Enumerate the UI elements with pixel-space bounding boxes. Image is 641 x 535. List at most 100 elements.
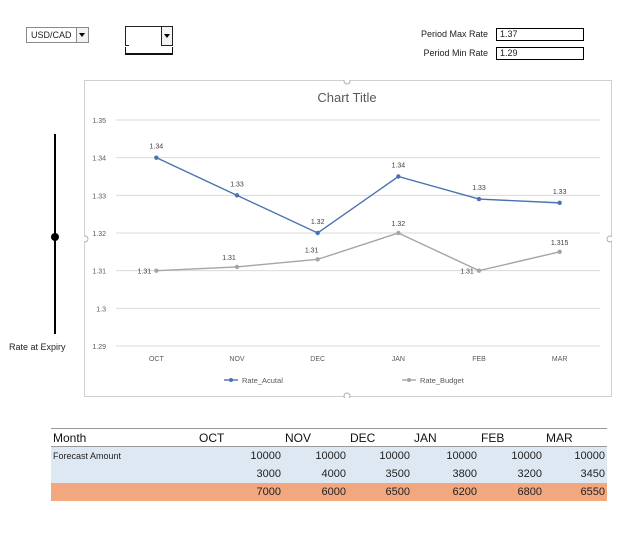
- currency-select-value: USD/CAD: [31, 30, 72, 40]
- forecast-table: Month OCT NOV DEC JAN FEB MAR Forecast A…: [51, 428, 607, 501]
- chart-resize-handle[interactable]: [343, 392, 351, 398]
- data-label: 1.34: [392, 163, 406, 170]
- data-label: 1.31: [138, 269, 152, 276]
- table-cell: 6000: [283, 482, 348, 501]
- table-cell: 6500: [348, 482, 412, 501]
- row-label: [51, 482, 197, 501]
- data-label: 1.33: [553, 189, 567, 196]
- secondary-select[interactable]: [125, 26, 173, 55]
- x-tick-label: FEB: [472, 356, 486, 363]
- chart-resize-handle[interactable]: [343, 80, 351, 85]
- currency-select[interactable]: USD/CAD: [26, 27, 89, 43]
- header-dec: DEC: [348, 428, 412, 447]
- chart-gridlines: [116, 119, 600, 347]
- table-cell: 3200: [479, 464, 544, 483]
- data-point: [234, 264, 240, 270]
- y-tick-label: 1.31: [92, 269, 106, 276]
- data-label: 1.34: [150, 144, 164, 151]
- data-point: [476, 268, 482, 273]
- y-tick-label: 1.3: [96, 306, 106, 313]
- period-max-label: Period Max Rate: [420, 29, 488, 39]
- y-tick-label: 1.34: [92, 156, 106, 163]
- header-oct: OCT: [197, 428, 283, 447]
- y-tick-label: 1.35: [92, 118, 106, 125]
- data-label: 1.33: [230, 181, 244, 188]
- data-point: [396, 230, 401, 236]
- series-line-rate-budget: [156, 232, 560, 272]
- chart-frame[interactable]: [84, 80, 612, 397]
- table-cell: 10000: [283, 446, 348, 465]
- x-tick-label: OCT: [149, 356, 165, 363]
- table-cell: 10000: [479, 446, 544, 465]
- secondary-select-frame: [125, 47, 173, 55]
- secondary-dropdown-button[interactable]: [161, 26, 173, 46]
- table-cell: 6550: [544, 482, 607, 501]
- data-label: 1.31: [222, 255, 236, 262]
- currency-dropdown-button[interactable]: [75, 28, 88, 42]
- data-point: [396, 174, 401, 179]
- x-tick-label: JAN: [392, 356, 405, 363]
- rate-chart: Chart Title 1.351.341.331.321.311.31.29 …: [84, 80, 612, 398]
- header-nov: NOV: [283, 428, 348, 447]
- data-label: 1.32: [392, 221, 406, 228]
- table-row: 7000 6000 6500 6200 6800 6550: [51, 482, 607, 501]
- table-cell: 6800: [479, 482, 544, 501]
- data-point: [557, 200, 562, 206]
- chart-resize-handle[interactable]: [84, 235, 89, 243]
- table-cell: 3450: [544, 464, 607, 483]
- chevron-down-icon: [164, 34, 170, 38]
- row-label: Forecast Amount: [51, 446, 197, 465]
- data-point: [234, 193, 240, 198]
- table-cell: 4000: [283, 464, 348, 483]
- legend-label: Rate_Budget: [420, 376, 465, 385]
- data-label: 1.31: [460, 269, 474, 276]
- chart-selection-handles: [84, 80, 612, 398]
- data-label: 1.32: [311, 219, 325, 226]
- table-cell: 10000: [544, 446, 607, 465]
- y-axis-ticks: 1.35 1.34 1.33 1.32 1.31 1.3 1.29: [92, 118, 106, 351]
- data-point: [154, 155, 159, 160]
- header-mar: MAR: [544, 428, 607, 447]
- data-point: [315, 257, 320, 262]
- table-cell: 10000: [412, 446, 479, 465]
- data-point: [476, 196, 482, 202]
- table-row: Forecast Amount 10000 10000 10000 10000 …: [51, 446, 607, 465]
- period-min-field[interactable]: 1.29: [496, 47, 584, 60]
- data-point: [315, 230, 320, 236]
- chevron-down-icon: [79, 33, 86, 37]
- header-jan: JAN: [412, 428, 479, 447]
- legend-marker: [229, 378, 233, 382]
- x-axis-ticks: OCT NOV DEC JAN FEB MAR: [149, 356, 568, 363]
- data-point: [557, 249, 562, 255]
- table-header-row: Month OCT NOV DEC JAN FEB MAR: [51, 428, 607, 447]
- table-cell: 6200: [412, 482, 479, 501]
- x-tick-label: NOV: [229, 356, 245, 363]
- data-label: 1.31: [305, 247, 319, 254]
- chart-series: 1.34 1.33 1.32 1.34 1.33 1.33 1.31 1.31 1.31 1.32…: [138, 144, 569, 276]
- header-feb: FEB: [479, 428, 544, 447]
- table-cell: 7000: [197, 482, 283, 501]
- table-cell: 10000: [348, 446, 412, 465]
- secondary-select-mask: [129, 36, 161, 48]
- chart-title: Chart Title: [317, 90, 376, 105]
- y-tick-label: 1.29: [92, 344, 106, 351]
- table-cell: 10000: [197, 446, 283, 465]
- data-point: [154, 268, 159, 273]
- table-cell: 3000: [197, 464, 283, 483]
- rate-slider-label: Rate at Expiry: [9, 342, 66, 352]
- row-label: [51, 464, 197, 483]
- x-tick-label: MAR: [552, 356, 568, 363]
- series-line-rate-acutal: [156, 157, 560, 234]
- chart-legend: Rate_Acutal Rate_Budget: [224, 376, 465, 385]
- table-cell: 3800: [412, 464, 479, 483]
- chart-resize-handle[interactable]: [606, 235, 612, 243]
- y-tick-label: 1.33: [92, 193, 106, 200]
- y-tick-label: 1.32: [92, 231, 106, 238]
- legend-label: Rate_Acutal: [242, 376, 283, 385]
- table-cell: 3500: [348, 464, 412, 483]
- rate-slider-handle[interactable]: [51, 233, 59, 241]
- legend-marker: [407, 378, 411, 382]
- table-row: 3000 4000 3500 3800 3200 3450: [51, 464, 607, 483]
- period-max-field[interactable]: 1.37: [496, 28, 584, 41]
- header-month: Month: [51, 428, 197, 447]
